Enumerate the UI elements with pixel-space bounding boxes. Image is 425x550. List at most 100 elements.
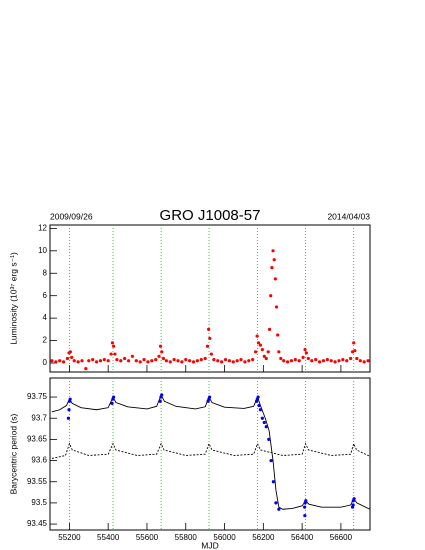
data-point: [158, 399, 162, 403]
y-tick-label: 6: [43, 291, 48, 300]
data-point: [65, 356, 70, 361]
chart-title: GRO J1008-57: [160, 207, 261, 224]
y-tick-label: 93.65: [27, 435, 48, 444]
data-point: [109, 352, 113, 356]
x-axis-label: MJD: [201, 540, 218, 550]
data-point: [164, 359, 168, 363]
data-point: [267, 327, 272, 331]
x-tick-label: 55800: [175, 533, 198, 542]
data-point: [208, 395, 212, 399]
data-point: [157, 354, 161, 358]
data-point: [205, 344, 210, 348]
data-point: [203, 356, 207, 361]
data-point: [231, 360, 235, 364]
data-point: [358, 359, 362, 363]
y-tick-label: 4: [43, 313, 48, 322]
data-point: [247, 359, 251, 363]
data-point: [310, 359, 314, 363]
data-point: [102, 358, 106, 362]
data-point: [321, 359, 326, 363]
data-point: [84, 367, 88, 371]
data-point: [134, 359, 138, 363]
x-tick-label: 56600: [330, 533, 353, 542]
data-point: [220, 360, 224, 364]
x-tick-label: 56000: [213, 533, 236, 542]
data-point: [345, 359, 349, 363]
y-tick-label: 0: [43, 358, 48, 367]
y-tick-label: 93.5: [31, 498, 47, 507]
data-point: [253, 350, 258, 354]
data-point: [355, 356, 359, 361]
data-point: [168, 360, 172, 364]
data-point: [303, 505, 307, 509]
data-point: [208, 336, 212, 340]
data-point: [87, 359, 91, 363]
x-tick-label: 56200: [252, 533, 275, 542]
data-point: [289, 359, 294, 363]
y-axis-label: Barycentric period (s): [8, 413, 18, 494]
data-point: [297, 359, 301, 363]
data-point: [274, 305, 279, 309]
plot-frame: [49, 224, 371, 373]
y-tick-label: 93.75: [27, 392, 48, 401]
data-point: [271, 480, 276, 484]
x-tick-label: 55600: [136, 533, 159, 542]
data-point: [106, 359, 110, 363]
data-point: [349, 356, 353, 361]
data-point: [260, 347, 264, 352]
data-point: [188, 359, 192, 363]
data-point: [98, 359, 103, 363]
data-point: [113, 352, 117, 356]
data-point: [266, 350, 270, 354]
data-point: [191, 360, 196, 364]
data-point: [279, 356, 283, 361]
data-point: [282, 359, 286, 363]
data-point: [258, 343, 263, 347]
data-point: [273, 277, 277, 281]
data-point: [264, 356, 268, 361]
data-point: [160, 393, 164, 397]
data-point: [362, 360, 366, 364]
data-point: [274, 501, 278, 505]
data-point: [251, 358, 255, 362]
data-point: [264, 425, 268, 429]
data-point: [110, 401, 114, 406]
data-point: [269, 458, 273, 463]
data-point: [267, 437, 271, 441]
data-point: [76, 360, 80, 364]
data-point: [112, 395, 116, 399]
plot-frame: [49, 377, 371, 531]
data-point: [80, 359, 84, 363]
y-tick-label: 8: [43, 268, 48, 277]
data-point: [269, 294, 273, 298]
data-point: [303, 347, 307, 352]
data-point: [154, 358, 158, 362]
y-axis-label: Luminosity (10³⁷ erg s⁻¹): [8, 252, 18, 345]
data-point: [317, 360, 322, 364]
data-point: [353, 349, 357, 353]
y-tick-label: 93.7: [31, 413, 47, 422]
data-point: [142, 358, 146, 362]
data-point: [262, 354, 266, 358]
y-tick-label: 12: [38, 223, 47, 232]
data-point: [195, 359, 199, 363]
data-point: [276, 333, 280, 337]
data-point: [138, 360, 142, 364]
data-point: [270, 266, 274, 270]
data-point: [160, 350, 164, 354]
data-point: [207, 327, 211, 331]
data-point: [110, 341, 115, 345]
data-point: [66, 416, 71, 420]
data-point: [243, 360, 247, 364]
data-point: [306, 356, 310, 361]
data-point: [239, 358, 243, 362]
data-point: [70, 355, 74, 360]
data-point: [50, 359, 54, 363]
data-point: [227, 359, 231, 363]
y-tick-label: 2: [43, 336, 48, 345]
data-point: [158, 344, 163, 348]
data-point: [277, 350, 281, 354]
left-date: 2009/09/26: [50, 211, 93, 221]
data-point: [119, 359, 123, 363]
x-tick-label: 55200: [58, 533, 81, 542]
